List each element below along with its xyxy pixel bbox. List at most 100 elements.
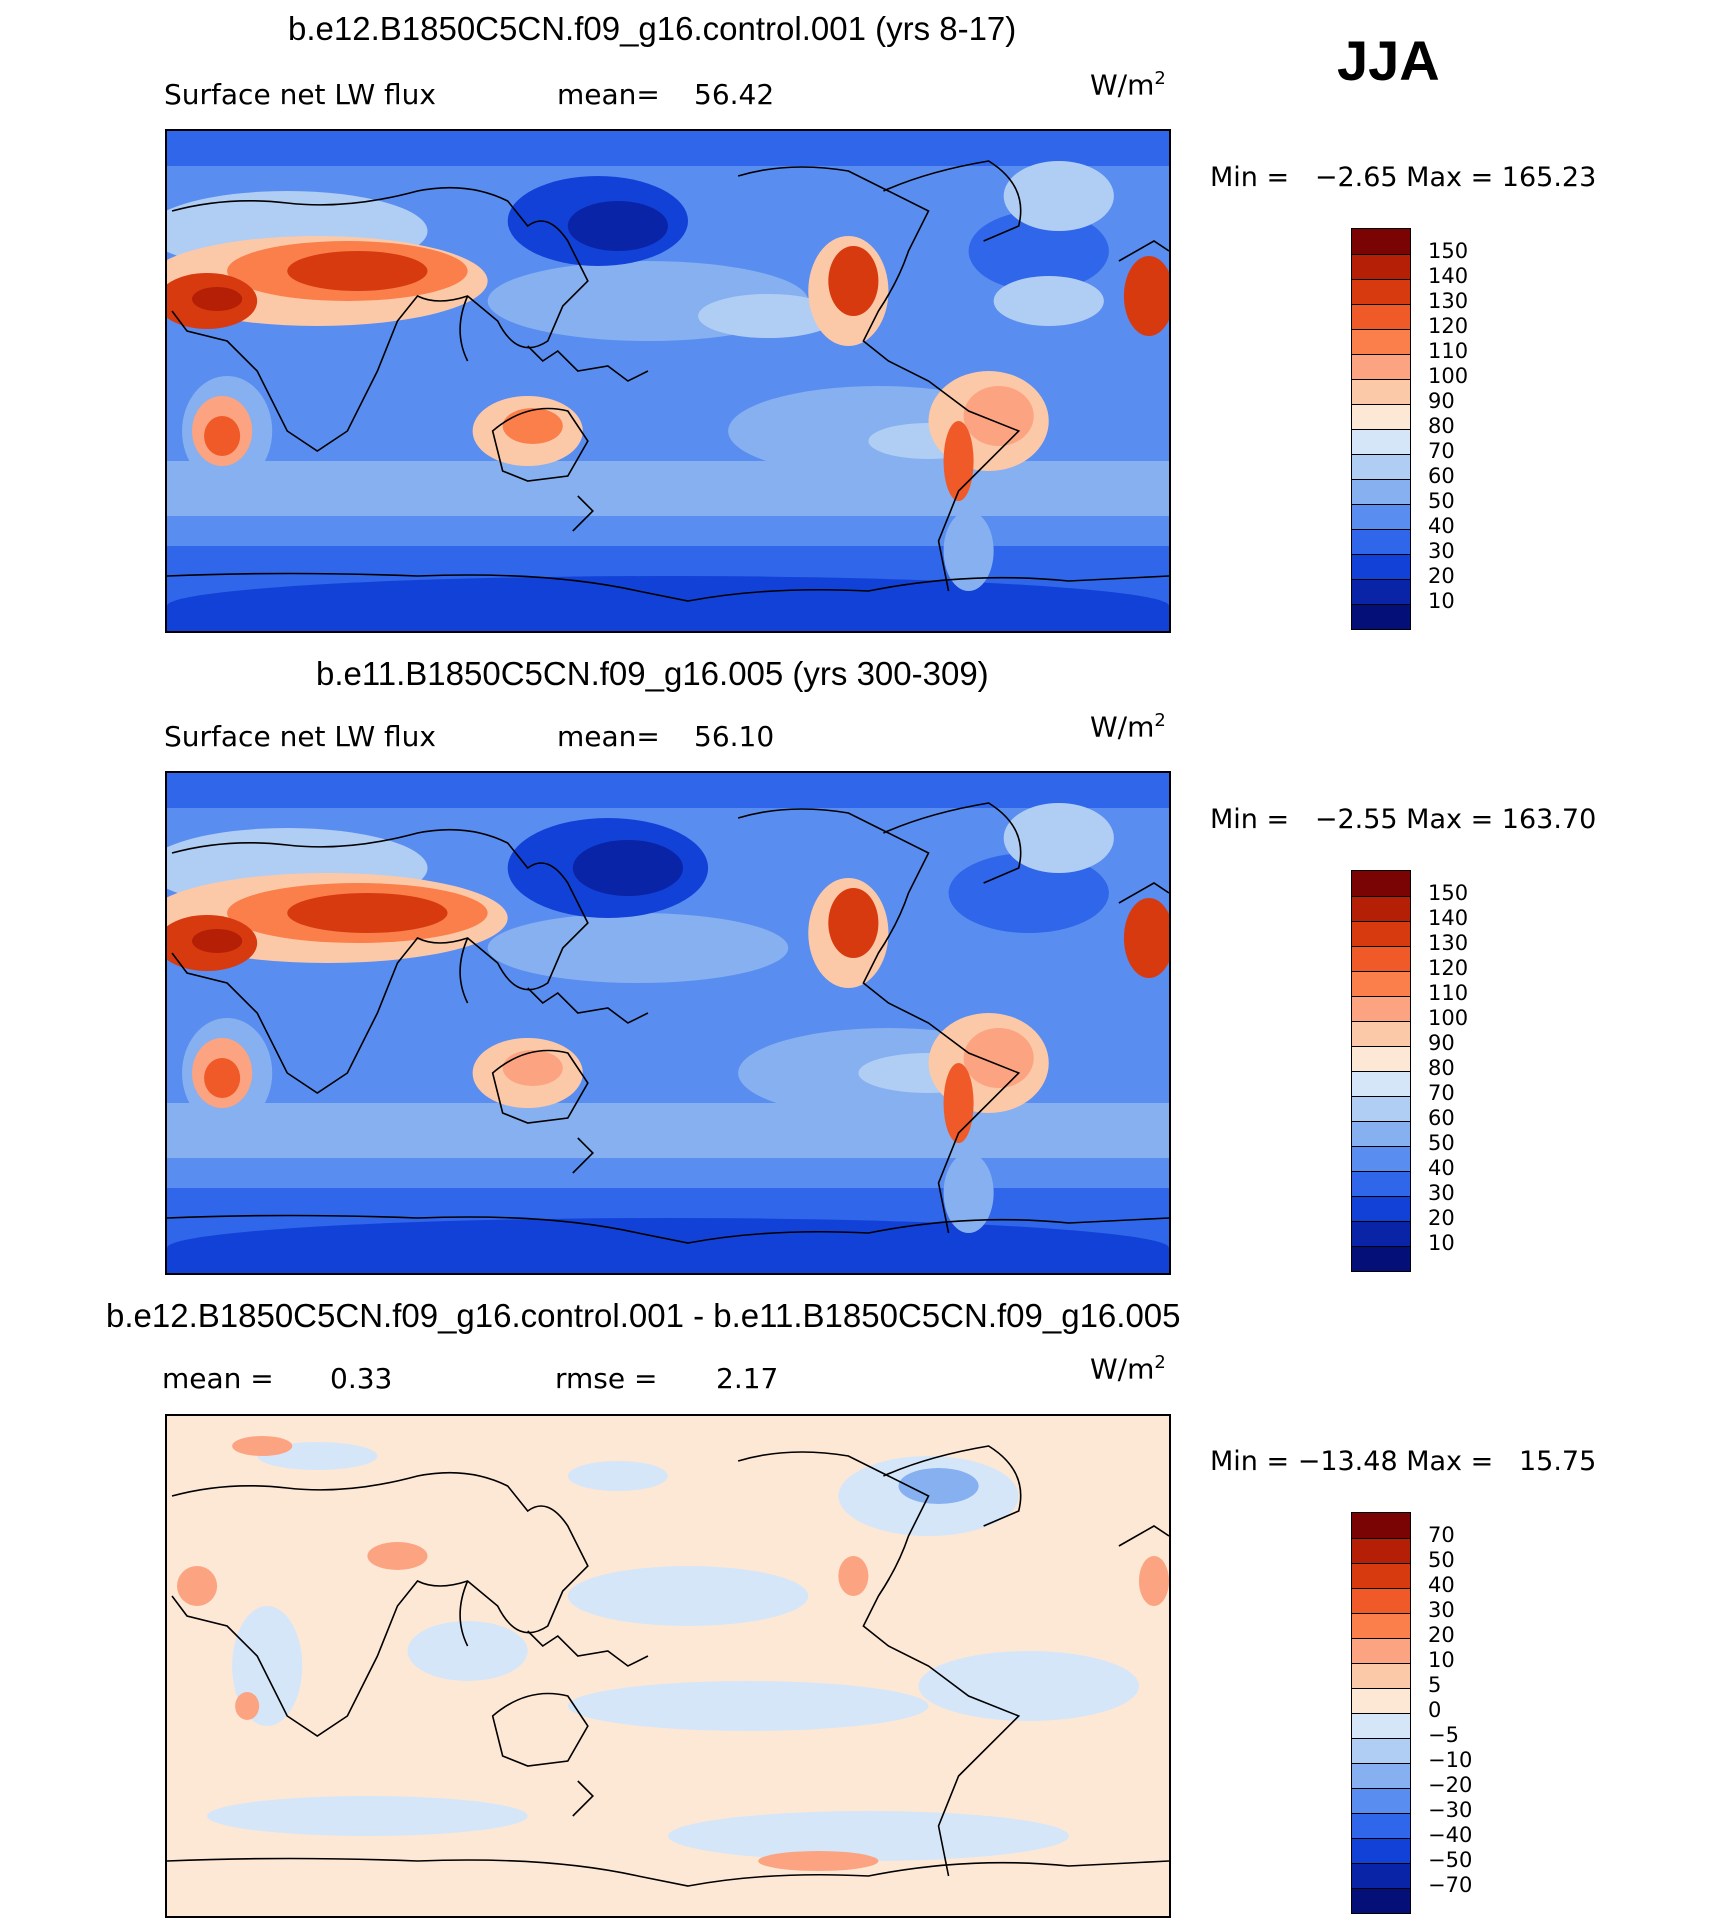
colorbar-cell xyxy=(1352,504,1410,529)
colorbar-label: 80 xyxy=(1428,1056,1455,1080)
panel-2-minmax: Min = −2.55 Max = 163.70 xyxy=(1210,804,1597,835)
colorbar-cell xyxy=(1352,1563,1410,1588)
colorbar-cell xyxy=(1352,579,1410,604)
colorbar-cell xyxy=(1352,279,1410,304)
colorbar-label: 140 xyxy=(1428,264,1469,288)
colorbar-label: 70 xyxy=(1428,1523,1455,1547)
colorbar-cell xyxy=(1352,404,1410,429)
panel-1-title: b.e12.B1850C5CN.f09_g16.control.001 (yrs… xyxy=(288,10,1017,47)
colorbar-cell xyxy=(1352,946,1410,971)
panel-2-title: b.e11.B1850C5CN.f09_g16.005 (yrs 300-309… xyxy=(316,655,989,692)
colorbar-label: 110 xyxy=(1428,339,1469,363)
colorbar-label: 120 xyxy=(1428,314,1469,338)
colorbar-cell xyxy=(1352,254,1410,279)
panel-2-variable-label: Surface net LW flux xyxy=(164,720,436,753)
colorbar-label: 50 xyxy=(1428,1131,1455,1155)
colorbar-label: 20 xyxy=(1428,1206,1455,1230)
colorbar-cell xyxy=(1352,1196,1410,1221)
colorbar-cell xyxy=(1352,1221,1410,1246)
colorbar-label: 10 xyxy=(1428,589,1455,613)
colorbar-cell xyxy=(1352,1046,1410,1071)
colorbar-label: 130 xyxy=(1428,289,1469,313)
colorbar-cell xyxy=(1352,871,1410,896)
colorbar-cell xyxy=(1352,1538,1410,1563)
colorbar-label: 30 xyxy=(1428,1181,1455,1205)
panel-3-minmax: Min = −13.48 Max = 15.75 xyxy=(1210,1446,1597,1477)
panel-2-colorbar xyxy=(1351,870,1411,1272)
colorbar-label: 20 xyxy=(1428,1623,1455,1647)
colorbar-label: 50 xyxy=(1428,489,1455,513)
panel-2-map-svg xyxy=(167,773,1169,1273)
colorbar-cell xyxy=(1352,304,1410,329)
season-label: JJA xyxy=(1337,29,1440,92)
colorbar-label: 60 xyxy=(1428,1106,1455,1130)
colorbar-cell xyxy=(1352,554,1410,579)
panel-3-map-svg xyxy=(167,1416,1169,1916)
colorbar-label: 30 xyxy=(1428,539,1455,563)
colorbar-cell xyxy=(1352,1513,1410,1538)
panel-2-units: W/m2 xyxy=(1090,710,1166,744)
colorbar-label: 40 xyxy=(1428,1156,1455,1180)
colorbar-cell xyxy=(1352,1663,1410,1688)
colorbar-cell xyxy=(1352,1838,1410,1863)
colorbar-cell xyxy=(1352,1021,1410,1046)
colorbar-label: 5 xyxy=(1428,1673,1442,1697)
colorbar-cell xyxy=(1352,1638,1410,1663)
colorbar-label: 100 xyxy=(1428,1006,1469,1030)
colorbar-cell xyxy=(1352,604,1410,629)
colorbar-label: 70 xyxy=(1428,439,1455,463)
colorbar-cell xyxy=(1352,1071,1410,1096)
panel-2-mean-label: mean= xyxy=(557,720,660,753)
colorbar-cell xyxy=(1352,1588,1410,1613)
panel-1-map-svg xyxy=(167,131,1169,631)
colorbar-label: 20 xyxy=(1428,564,1455,588)
colorbar-label: 150 xyxy=(1428,881,1469,905)
colorbar-cell xyxy=(1352,1171,1410,1196)
colorbar-label: 150 xyxy=(1428,239,1469,263)
colorbar-cell xyxy=(1352,1146,1410,1171)
colorbar-label: −30 xyxy=(1428,1798,1473,1822)
panel-1-mean-label: mean= xyxy=(557,78,660,111)
colorbar-label: 60 xyxy=(1428,464,1455,488)
colorbar-cell xyxy=(1352,1121,1410,1146)
colorbar-cell xyxy=(1352,379,1410,404)
colorbar-cell xyxy=(1352,971,1410,996)
colorbar-label: −20 xyxy=(1428,1773,1473,1797)
colorbar-cell xyxy=(1352,229,1410,254)
colorbar-cell xyxy=(1352,1888,1410,1913)
panel-2-map xyxy=(165,771,1171,1275)
colorbar-cell xyxy=(1352,921,1410,946)
colorbar-cell xyxy=(1352,1246,1410,1271)
colorbar-cell xyxy=(1352,354,1410,379)
colorbar-label: −50 xyxy=(1428,1848,1473,1872)
colorbar-label: 80 xyxy=(1428,414,1455,438)
colorbar-label: 90 xyxy=(1428,1031,1455,1055)
colorbar-label: −5 xyxy=(1428,1723,1459,1747)
panel-1-minmax: Min = −2.65 Max = 165.23 xyxy=(1210,162,1597,193)
colorbar-cell xyxy=(1352,1788,1410,1813)
colorbar-label: 90 xyxy=(1428,389,1455,413)
colorbar-cell xyxy=(1352,1738,1410,1763)
colorbar-cell xyxy=(1352,1763,1410,1788)
colorbar-label: −10 xyxy=(1428,1748,1473,1772)
colorbar-label: −40 xyxy=(1428,1823,1473,1847)
colorbar-label: 10 xyxy=(1428,1231,1455,1255)
colorbar-label: 30 xyxy=(1428,1598,1455,1622)
panel-3-units: W/m2 xyxy=(1090,1352,1166,1386)
colorbar-cell xyxy=(1352,896,1410,921)
colorbar-label: 100 xyxy=(1428,364,1469,388)
colorbar-cell xyxy=(1352,1688,1410,1713)
panel-3-title: b.e12.B1850C5CN.f09_g16.control.001 - b.… xyxy=(106,1297,1181,1334)
colorbar-label: 50 xyxy=(1428,1548,1455,1572)
colorbar-cell xyxy=(1352,454,1410,479)
panel-1-units: W/m2 xyxy=(1090,68,1166,102)
colorbar-cell xyxy=(1352,1863,1410,1888)
colorbar-label: 10 xyxy=(1428,1648,1455,1672)
colorbar-label: −70 xyxy=(1428,1873,1473,1897)
panel-1-colorbar xyxy=(1351,228,1411,630)
panel-1-variable-label: Surface net LW flux xyxy=(164,78,436,111)
colorbar-cell xyxy=(1352,1613,1410,1638)
panel-3-rmse-value: 2.17 xyxy=(716,1362,779,1395)
panel-3-rmse-label: rmse = xyxy=(555,1362,658,1395)
colorbar-label: 110 xyxy=(1428,981,1469,1005)
